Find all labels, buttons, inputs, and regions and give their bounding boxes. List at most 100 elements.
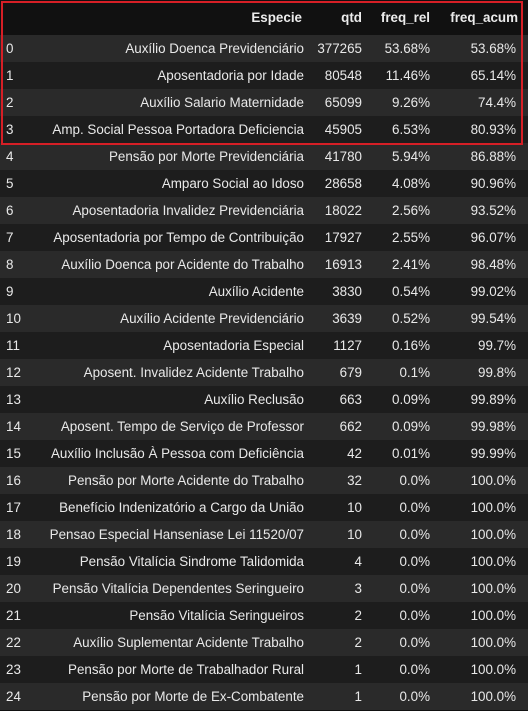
row-index: 24 <box>0 683 36 710</box>
cell-qtd: 3639 <box>312 305 372 332</box>
cell-qtd: 45905 <box>312 116 372 143</box>
cell-especie: Pensão por Morte Acidente do Trabalho <box>36 467 312 494</box>
cell-qtd: 10 <box>312 521 372 548</box>
cell-freq-rel: 9.26% <box>372 89 440 116</box>
cell-qtd: 28658 <box>312 170 372 197</box>
row-index: 4 <box>0 143 36 170</box>
table-row: 6 Aposentadoria Invalidez Previdenciária 1… <box>0 197 528 224</box>
cell-freq-rel: 6.53% <box>372 116 440 143</box>
cell-especie: Aposentadoria por Tempo de Contribuição <box>36 224 312 251</box>
cell-freq-rel: 0.0% <box>372 521 440 548</box>
cell-qtd: 1 <box>312 656 372 683</box>
row-index: 8 <box>0 251 36 278</box>
cell-freq-rel: 0.09% <box>372 413 440 440</box>
cell-freq-acum: 96.07% <box>440 224 528 251</box>
row-index: 5 <box>0 170 36 197</box>
cell-freq-acum: 100.0% <box>440 656 528 683</box>
cell-qtd: 32 <box>312 467 372 494</box>
cell-qtd: 65099 <box>312 89 372 116</box>
row-index: 16 <box>0 467 36 494</box>
cell-freq-acum: 65.14% <box>440 62 528 89</box>
cell-freq-acum: 80.93% <box>440 116 528 143</box>
table-row: 14 Aposent. Tempo de Serviço de Professor… <box>0 413 528 440</box>
cell-qtd: 4 <box>312 548 372 575</box>
table-row: 1 Aposentadoria por Idade 80548 11.46% 65.14… <box>0 62 528 89</box>
table-row: 23 Pensão por Morte de Trabalhador Rural 1… <box>0 656 528 683</box>
cell-qtd: 679 <box>312 359 372 386</box>
cell-freq-acum: 100.0% <box>440 467 528 494</box>
row-index: 2 <box>0 89 36 116</box>
cell-especie: Pensão Vitalícia Dependentes Seringueiro <box>36 575 312 602</box>
cell-freq-rel: 0.0% <box>372 656 440 683</box>
header-freq-rel: freq_rel <box>372 0 440 35</box>
cell-especie: Benefício Indenizatório a Cargo da União <box>36 494 312 521</box>
table-row: 12 Aposent. Invalidez Acidente Trabalho 67… <box>0 359 528 386</box>
table-row: 11 Aposentadoria Especial 1127 0.16% 99.7% <box>0 332 528 359</box>
cell-especie: Auxílio Suplementar Acidente Trabalho <box>36 629 312 656</box>
cell-qtd: 663 <box>312 386 372 413</box>
cell-freq-acum: 74.4% <box>440 89 528 116</box>
cell-freq-acum: 93.52% <box>440 197 528 224</box>
cell-especie: Auxílio Inclusão À Pessoa com Deficiênci… <box>36 440 312 467</box>
cell-freq-rel: 0.09% <box>372 386 440 413</box>
cell-especie: Auxílio Doenca por Acidente do Trabalho <box>36 251 312 278</box>
row-index: 9 <box>0 278 36 305</box>
cell-especie: Pensão Vitalícia Seringueiros <box>36 602 312 629</box>
table-header: Especie qtd freq_rel freq_acum <box>0 0 528 35</box>
cell-freq-acum: 100.0% <box>440 548 528 575</box>
cell-qtd: 377265 <box>312 35 372 62</box>
cell-qtd: 17927 <box>312 224 372 251</box>
cell-freq-acum: 100.0% <box>440 494 528 521</box>
cell-freq-rel: 0.0% <box>372 683 440 710</box>
cell-freq-rel: 0.0% <box>372 467 440 494</box>
table-body: 0 Auxílio Doenca Previdenciário 377265 53.6… <box>0 35 528 710</box>
cell-especie: Pensão por Morte de Trabalhador Rural <box>36 656 312 683</box>
table-row: 22 Auxílio Suplementar Acidente Trabalho 2… <box>0 629 528 656</box>
table-row: 19 Pensão Vitalícia Sindrome Talidomida 4 0… <box>0 548 528 575</box>
row-index: 15 <box>0 440 36 467</box>
cell-freq-acum: 99.98% <box>440 413 528 440</box>
row-index: 21 <box>0 602 36 629</box>
header-especie: Especie <box>36 0 312 35</box>
row-index: 12 <box>0 359 36 386</box>
table-row: 7 Aposentadoria por Tempo de Contribuição… <box>0 224 528 251</box>
cell-qtd: 10 <box>312 494 372 521</box>
cell-especie: Aposent. Invalidez Acidente Trabalho <box>36 359 312 386</box>
cell-freq-rel: 0.16% <box>372 332 440 359</box>
cell-especie: Aposentadoria Especial <box>36 332 312 359</box>
table-row: 8 Auxílio Doenca por Acidente do Trabalho… <box>0 251 528 278</box>
cell-freq-acum: 86.88% <box>440 143 528 170</box>
cell-freq-rel: 2.41% <box>372 251 440 278</box>
cell-freq-acum: 99.7% <box>440 332 528 359</box>
cell-freq-acum: 99.99% <box>440 440 528 467</box>
table-row: 20 Pensão Vitalícia Dependentes Seringuei… <box>0 575 528 602</box>
cell-freq-rel: 0.01% <box>372 440 440 467</box>
table-row: 24 Pensão por Morte de Ex-Combatente 1 0.0%… <box>0 683 528 710</box>
table-row: 15 Auxílio Inclusão À Pessoa com Deficiên… <box>0 440 528 467</box>
row-index: 23 <box>0 656 36 683</box>
table-row: 2 Auxílio Salario Maternidade 65099 9.26% 74… <box>0 89 528 116</box>
cell-freq-acum: 99.02% <box>440 278 528 305</box>
cell-especie: Auxílio Reclusão <box>36 386 312 413</box>
row-index: 17 <box>0 494 36 521</box>
row-index: 0 <box>0 35 36 62</box>
cell-qtd: 2 <box>312 629 372 656</box>
cell-freq-acum: 53.68% <box>440 35 528 62</box>
table-row: 21 Pensão Vitalícia Seringueiros 2 0.0% 100.… <box>0 602 528 629</box>
cell-especie: Amparo Social ao Idoso <box>36 170 312 197</box>
row-index: 3 <box>0 116 36 143</box>
table-row: 0 Auxílio Doenca Previdenciário 377265 53.6… <box>0 35 528 62</box>
cell-especie: Amp. Social Pessoa Portadora Deficiencia <box>36 116 312 143</box>
cell-freq-rel: 0.0% <box>372 494 440 521</box>
cell-freq-acum: 100.0% <box>440 575 528 602</box>
cell-freq-rel: 5.94% <box>372 143 440 170</box>
table-row: 13 Auxílio Reclusão 663 0.09% 99.89% <box>0 386 528 413</box>
header-qtd: qtd <box>312 0 372 35</box>
table-row: 18 Pensao Especial Hanseniase Lei 11520/0… <box>0 521 528 548</box>
cell-freq-acum: 90.96% <box>440 170 528 197</box>
cell-especie: Pensão por Morte Previdenciária <box>36 143 312 170</box>
cell-freq-rel: 0.0% <box>372 602 440 629</box>
cell-freq-acum: 98.48% <box>440 251 528 278</box>
table-row: 9 Auxílio Acidente 3830 0.54% 99.02% <box>0 278 528 305</box>
